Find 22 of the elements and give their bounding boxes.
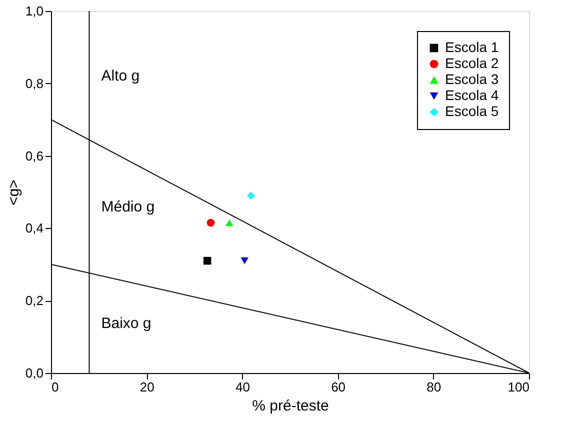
- x-tick-label: 100: [508, 380, 530, 394]
- x-axis-title: % pré-teste: [252, 398, 329, 414]
- legend-label: Escola 2: [445, 55, 499, 71]
- legend-label: Escola 4: [445, 87, 499, 103]
- y-tick-label: 0,6: [25, 148, 44, 164]
- x-tick-label: 60: [331, 380, 346, 394]
- y-tick-label: 0,8: [25, 76, 44, 91]
- legend-label: Escola 5: [445, 103, 499, 119]
- y-tick-label: 0,4: [25, 220, 44, 236]
- annotation: Médio g: [101, 198, 155, 216]
- annotation: Alto g: [101, 67, 140, 84]
- x-tick-label: 80: [426, 380, 442, 394]
- x-tick-label: 20: [140, 380, 154, 394]
- y-tick-label: 0,2: [25, 293, 44, 308]
- y-tick-label: 0,0: [25, 366, 44, 380]
- x-tick-label: 0: [52, 380, 59, 394]
- legend-label: Escola 1: [445, 39, 499, 55]
- y-axis-title: <g>: [5, 179, 22, 206]
- annotation: Baixo g: [101, 315, 152, 332]
- x-tick-label: 40: [235, 380, 250, 394]
- legend-label: Escola 3: [445, 71, 499, 87]
- y-tick-label: 1,0: [25, 4, 44, 18]
